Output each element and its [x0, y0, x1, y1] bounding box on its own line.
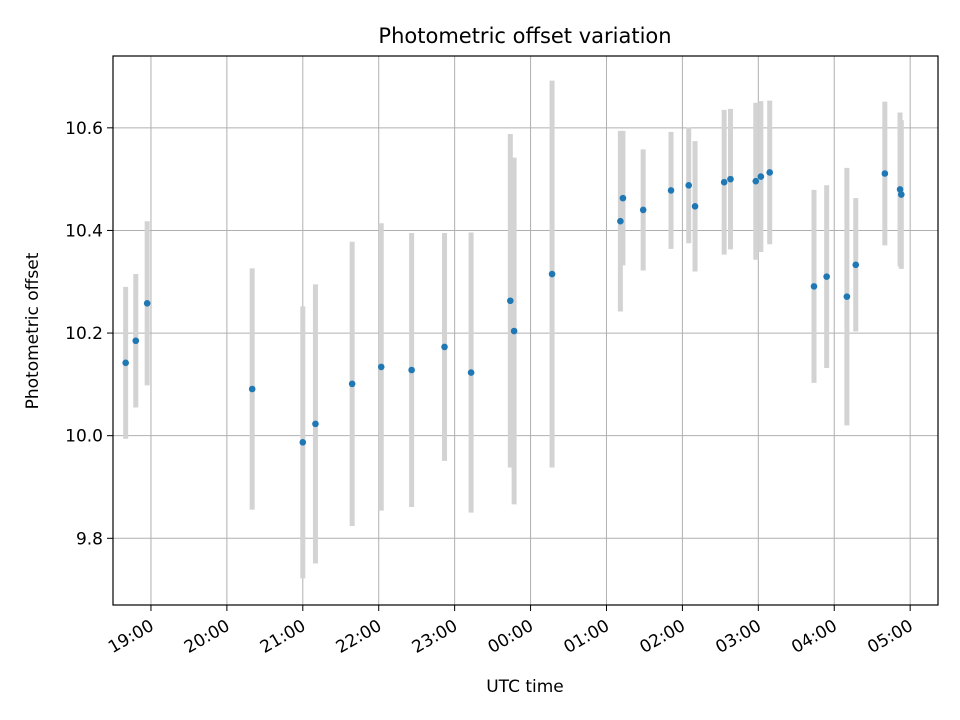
data-point [510, 327, 518, 335]
point-layer [122, 169, 905, 446]
y-tick-label: 10.2 [65, 324, 103, 344]
data-point [507, 297, 514, 305]
x-tick-label: 23:00 [409, 616, 461, 658]
data-point [299, 439, 307, 446]
data-point [720, 178, 728, 186]
data-point [810, 283, 818, 290]
data-point [441, 343, 448, 351]
y-tick-label: 10.4 [65, 221, 103, 241]
y-tick-label: 10.0 [65, 427, 103, 447]
data-point [548, 270, 556, 278]
x-tick-label: 05:00 [864, 616, 916, 658]
x-tick-label: 03:00 [712, 616, 764, 658]
chart-title: Photometric offset variation [378, 24, 671, 48]
x-axis-ticks: 19:00 20:00 21:00 22:00 23:00 00:00 01:00 02:00… [105, 605, 917, 658]
data-point [685, 181, 693, 189]
data-point [312, 420, 319, 428]
data-point [691, 203, 699, 210]
x-axis-label: UTC time [486, 677, 564, 697]
x-tick-label: 00:00 [485, 616, 537, 658]
y-axis-label: Photometric offset [23, 252, 43, 409]
data-point [617, 217, 624, 225]
data-point [248, 385, 256, 393]
x-tick-label: 02:00 [636, 616, 688, 658]
data-point [881, 170, 889, 177]
data-point [823, 273, 830, 280]
data-point [852, 261, 860, 269]
data-point [408, 366, 415, 374]
data-point [132, 337, 140, 345]
y-axis-ticks: 9.8 10.0 10.2 10.4 10.6 [65, 119, 113, 549]
data-point [639, 206, 647, 214]
x-tick-label: 04:00 [788, 616, 840, 658]
plot-frame [112, 55, 939, 606]
data-point [348, 380, 356, 388]
data-point [619, 194, 627, 202]
data-point [667, 187, 675, 194]
data-point [467, 369, 475, 376]
x-tick-label: 21:00 [257, 616, 309, 658]
y-tick-label: 10.6 [65, 119, 103, 139]
data-point [896, 186, 904, 193]
data-point [377, 363, 385, 371]
x-tick-label: 22:00 [333, 616, 385, 658]
data-point [843, 293, 851, 300]
y-tick-label: 9.8 [76, 529, 103, 549]
data-point [898, 191, 905, 198]
data-point [752, 177, 760, 185]
x-tick-label: 20:00 [181, 616, 233, 658]
data-point [766, 169, 774, 176]
x-tick-label: 01:00 [561, 616, 613, 658]
grid-lines [113, 56, 938, 605]
data-point [122, 359, 129, 367]
data-point [727, 175, 734, 183]
data-point [143, 300, 151, 307]
x-tick-label: 19:00 [105, 616, 157, 658]
data-point [757, 173, 765, 180]
